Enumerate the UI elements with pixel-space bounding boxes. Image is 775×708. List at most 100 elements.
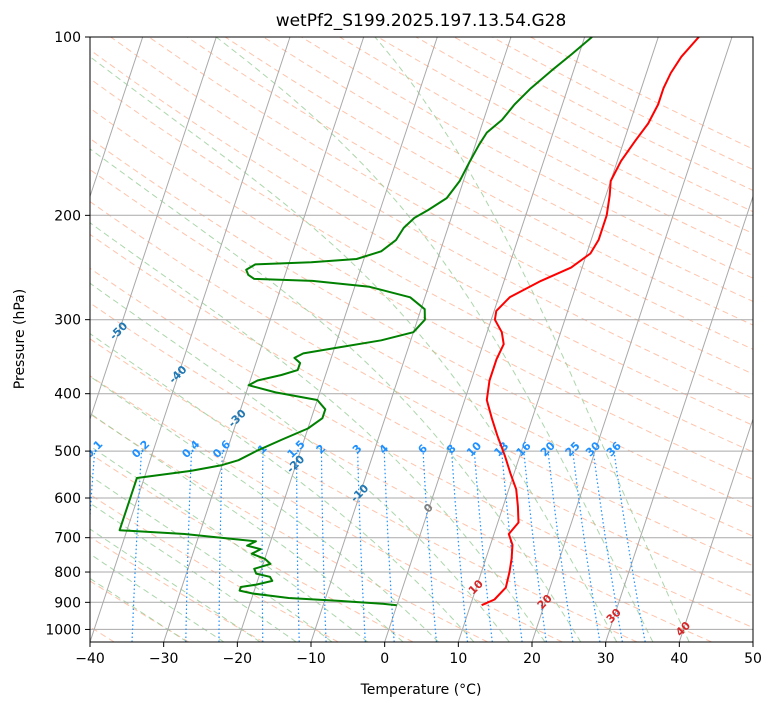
y-tick-label: 100 (54, 30, 81, 46)
x-tick-label: 40 (670, 651, 688, 667)
moist-adiabat-line (90, 282, 510, 642)
mixing-ratio-label: 6 (415, 442, 430, 457)
y-tick-label: 900 (54, 595, 81, 611)
isotherm-label: 20 (535, 592, 555, 612)
temperature-profile-line (481, 37, 700, 607)
moist-adiabat-line (90, 445, 368, 642)
moist-adiabat-line (90, 528, 261, 642)
mixing-ratio-line (523, 451, 547, 642)
dry-adiabat-line (148, 37, 753, 375)
mixing-ratio-line (547, 451, 574, 642)
dry-adiabat-line (90, 49, 753, 426)
isotherm-line (752, 640, 753, 642)
moist-adiabat-line (374, 37, 690, 642)
isotherm-label: 30 (604, 606, 624, 626)
x-tick-label: −10 (296, 651, 326, 667)
y-tick-label: 300 (54, 313, 81, 329)
mixing-ratio-label: 20 (538, 439, 558, 459)
isotherm-line (457, 37, 659, 642)
x-tick-label: 30 (597, 651, 615, 667)
isotherm-line (531, 37, 733, 642)
isotherm-line (163, 37, 365, 642)
mixing-ratio-label: 25 (563, 439, 583, 459)
y-tick-label: 600 (54, 491, 81, 507)
isotherm-label: -60 (46, 280, 69, 303)
x-tick-label: 50 (744, 651, 762, 667)
isotherm-label: 0 (421, 501, 436, 516)
y-tick-label: 200 (54, 208, 81, 224)
x-axis-label: Temperature (°C) (360, 682, 482, 698)
moist-adiabat-line (90, 222, 546, 642)
dry-adiabat-line (186, 37, 753, 350)
isotherm-line (605, 194, 753, 642)
y-axis-label: Pressure (hPa) (12, 289, 28, 389)
mixing-ratio-line (422, 451, 437, 642)
dry-adiabat-line (90, 78, 753, 453)
mixing-ratio-label: 0.2 (129, 438, 152, 461)
isotherm-labels: 0.10.20.40.611.52346810131620253036-100-… (0, 240, 693, 639)
dry-adiabat-line (90, 169, 753, 537)
mixing-ratio-label: 4 (377, 442, 392, 457)
isotherm-line (0, 37, 69, 642)
mixing-ratio-label: 0.4 (179, 437, 202, 460)
dry-adiabat-line (90, 536, 264, 642)
isotherm-line (236, 37, 438, 642)
y-tick-label: 500 (54, 444, 81, 460)
isotherm-label: -70 (0, 240, 9, 263)
isotherm-label: 40 (673, 619, 693, 639)
isotherm-label: -30 (226, 407, 249, 430)
mixing-ratio-label: 3 (350, 442, 365, 457)
dry-adiabat-line (90, 452, 414, 642)
y-tick-label: 400 (54, 387, 81, 403)
mixing-ratio-line (592, 451, 623, 642)
isotherm-line (90, 37, 144, 199)
isotherm-line (90, 37, 217, 421)
dry-adiabat-line (90, 233, 753, 597)
dry-adiabat-line (90, 375, 563, 642)
isotherm-line (90, 37, 291, 642)
x-tick-label: −40 (75, 651, 105, 667)
data-series (118, 37, 700, 607)
dry-adiabat-line (492, 37, 753, 171)
background-lines (0, 37, 753, 642)
x-tick-label: 0 (380, 651, 389, 667)
moist-adiabat-line (90, 577, 188, 642)
mixing-ratio-label: 30 (583, 439, 603, 459)
dry-adiabat-line (90, 302, 712, 642)
isotherm-label: 10 (466, 577, 486, 597)
mixing-ratio-line (320, 451, 327, 642)
dry-adiabat-line (90, 413, 488, 642)
isotherm-line (678, 417, 753, 642)
dewpoint-profile-line (118, 37, 593, 607)
moist-adiabat-line (215, 37, 654, 642)
dry-adiabat-line (377, 37, 753, 235)
y-tick-label: 700 (54, 531, 81, 547)
mixing-ratio-label: 0.1 (82, 438, 105, 461)
isotherm-label: -50 (107, 319, 130, 342)
mixing-ratio-line (218, 451, 223, 642)
mixing-ratio-line (501, 451, 523, 642)
y-tick-label: 1000 (45, 622, 81, 638)
dry-adiabat-line (224, 37, 753, 326)
dry-adiabat-line (90, 580, 190, 642)
x-axis: −40 −30 −20 −10 0 10 20 30 40 50 (75, 642, 762, 667)
mixing-ratio-label: 16 (514, 439, 534, 459)
moist-adiabat-line (90, 502, 297, 642)
chart-title: wetPf2_S199.2025.197.13.54.G28 (276, 11, 567, 31)
mixing-ratio-line (261, 451, 264, 642)
mixing-ratio-line (185, 451, 193, 642)
y-tick-label: 800 (54, 565, 81, 581)
dry-adiabat-line (90, 493, 339, 642)
plot-frame (89, 36, 754, 643)
mixing-ratio-line (473, 451, 493, 642)
mixing-ratio-label: 10 (464, 439, 484, 459)
mixing-ratio-line (451, 451, 469, 642)
moist-adiabat-line (90, 375, 439, 642)
isotherm-line (310, 37, 512, 642)
dry-adiabat-line (90, 338, 638, 642)
moist-adiabat-line (90, 553, 225, 642)
mixing-ratio-line (383, 451, 395, 642)
x-tick-label: −20 (223, 651, 253, 667)
dry-adiabat-line (263, 37, 753, 302)
